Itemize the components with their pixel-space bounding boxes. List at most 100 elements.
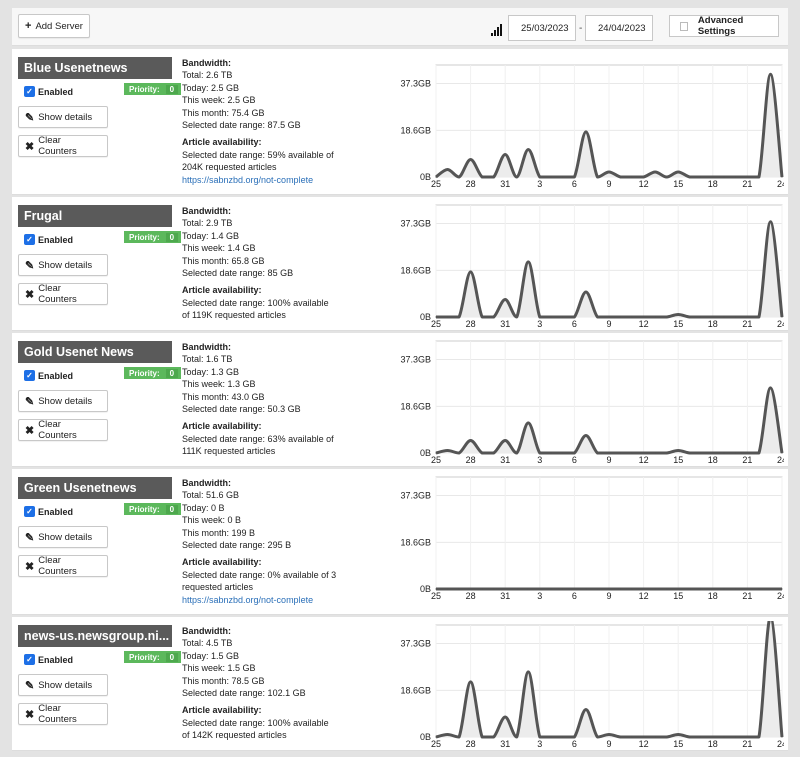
clear-counters-label: Clear Counters <box>38 555 77 577</box>
data-point <box>631 176 633 178</box>
availability-heading: Article availability: <box>182 137 262 148</box>
y-tick-label: 0B <box>420 312 431 322</box>
data-point <box>689 316 691 318</box>
data-point <box>746 452 748 454</box>
x-tick-label: 28 <box>466 455 476 465</box>
advanced-settings-checkbox[interactable] <box>680 21 688 31</box>
y-tick-label: 0B <box>420 732 431 742</box>
show-details-button[interactable]: ✎ Show details <box>18 254 108 276</box>
bandwidth-today: Today: 1.3 GB <box>182 366 240 377</box>
clear-counters-label: Clear Counters <box>38 419 77 441</box>
priority-badge[interactable]: Priority: 0 <box>124 83 182 95</box>
data-point <box>493 176 495 178</box>
server-name[interactable]: Gold Usenet News <box>18 341 172 363</box>
priority-badge[interactable]: Priority: 0 <box>124 367 182 379</box>
add-server-button[interactable]: + Add Server <box>18 14 90 38</box>
x-tick-label: 12 <box>639 319 649 329</box>
data-point <box>516 588 518 590</box>
data-point <box>539 736 541 738</box>
x-tick-label: 6 <box>572 591 577 601</box>
server-name[interactable]: Green Usenetnews <box>18 477 172 499</box>
data-point <box>596 736 599 738</box>
bandwidth-heading: Bandwidth: <box>182 58 231 68</box>
date-from-input[interactable]: 25/03/2023 <box>508 15 576 41</box>
show-details-button[interactable]: ✎ Show details <box>18 106 108 128</box>
data-point <box>539 176 541 178</box>
show-details-button[interactable]: ✎ Show details <box>18 390 108 412</box>
server-panel: Blue Usenetnews ✓ Enabled Priority: 0 ✎ … <box>12 49 788 195</box>
series-area <box>436 74 782 177</box>
x-tick-label: 9 <box>606 739 611 749</box>
priority-badge[interactable]: Priority: 0 <box>124 231 182 243</box>
data-point <box>539 588 541 590</box>
data-point <box>619 736 622 738</box>
priority-badge[interactable]: Priority: 0 <box>124 503 182 515</box>
priority-value: 0 <box>165 652 179 662</box>
enabled-checkbox[interactable]: ✓ Enabled <box>24 506 73 517</box>
date-to-input[interactable]: 24/04/2023 <box>585 15 653 41</box>
data-point <box>781 316 783 318</box>
y-tick-label: 0B <box>420 584 431 594</box>
clear-counters-button[interactable]: ✖ Clear Counters <box>18 419 108 441</box>
clear-counters-label: Clear Counters <box>38 135 77 157</box>
clear-counters-button[interactable]: ✖ Clear Counters <box>18 703 108 725</box>
clear-counters-button[interactable]: ✖ Clear Counters <box>18 283 108 305</box>
not-complete-link[interactable]: https://sabnzbd.org/not-complete <box>182 174 314 185</box>
availability-line-2: 111K requested articles <box>182 446 276 457</box>
data-point <box>723 588 725 590</box>
y-tick-label: 37.3GB <box>400 491 431 501</box>
data-point <box>769 588 772 590</box>
data-point <box>677 733 679 736</box>
enabled-checkbox[interactable]: ✓ Enabled <box>24 234 73 245</box>
x-tick-label: 24 <box>777 455 784 465</box>
data-point <box>781 452 783 454</box>
x-tick-label: 21 <box>742 739 752 749</box>
data-point <box>550 176 552 178</box>
show-details-label: Show details <box>38 679 93 691</box>
clear-counters-button[interactable]: ✖ Clear Counters <box>18 555 108 577</box>
server-name[interactable]: Blue Usenetnews <box>18 57 172 79</box>
advanced-settings-toggle[interactable]: Advanced Settings <box>669 15 779 37</box>
data-point <box>470 681 472 683</box>
clear-counters-button[interactable]: ✖ Clear Counters <box>18 135 108 157</box>
data-point <box>573 176 575 178</box>
x-tick-label: 21 <box>742 591 752 601</box>
data-point <box>435 736 437 738</box>
data-point <box>527 148 529 151</box>
enabled-checkbox[interactable]: ✓ Enabled <box>24 86 73 97</box>
data-point <box>666 736 668 738</box>
data-point <box>769 387 772 389</box>
enabled-checkbox[interactable]: ✓ Enabled <box>24 654 73 665</box>
priority-badge[interactable]: Priority: 0 <box>124 651 182 663</box>
server-info: Bandwidth: Total: 2.6 TB Today: 2.5 GB T… <box>182 57 334 186</box>
bandwidth-today: Today: 1.4 GB <box>182 230 240 241</box>
x-tick-label: 24 <box>777 739 784 749</box>
signal-bars-icon[interactable] <box>491 24 505 36</box>
server-name[interactable]: news-us.newsgroup.ni... <box>18 625 172 647</box>
enabled-checkbox[interactable]: ✓ Enabled <box>24 370 73 381</box>
data-point <box>781 588 783 590</box>
availability-line-2: 204K requested articles <box>182 162 277 173</box>
x-tick-label: 18 <box>708 739 718 749</box>
server-panel: Green Usenetnews ✓ Enabled Priority: 0 ✎… <box>12 469 788 615</box>
x-tick-label: 31 <box>500 739 510 749</box>
x-tick-label: 25 <box>431 319 441 329</box>
x-tick-label: 31 <box>500 455 510 465</box>
server-info: Bandwidth: Total: 51.6 GB Today: 0 B Thi… <box>182 477 336 606</box>
not-complete-link[interactable]: https://sabnzbd.org/not-complete <box>182 594 314 605</box>
data-point <box>481 452 483 454</box>
data-point <box>458 588 460 590</box>
data-point <box>608 733 610 736</box>
availability-line-1: Selected date range: 59% available of <box>182 149 334 160</box>
priority-label: Priority: <box>129 504 160 514</box>
show-details-button[interactable]: ✎ Show details <box>18 674 108 696</box>
server-name[interactable]: Frugal <box>18 205 172 227</box>
data-point <box>550 452 552 454</box>
show-details-button[interactable]: ✎ Show details <box>18 526 108 548</box>
data-point <box>608 171 610 173</box>
availability-line-1: Selected date range: 100% available <box>182 297 329 308</box>
bandwidth-week: This week: 0 B <box>182 515 242 526</box>
server-info: Bandwidth: Total: 2.9 TB Today: 1.4 GB T… <box>182 205 329 322</box>
